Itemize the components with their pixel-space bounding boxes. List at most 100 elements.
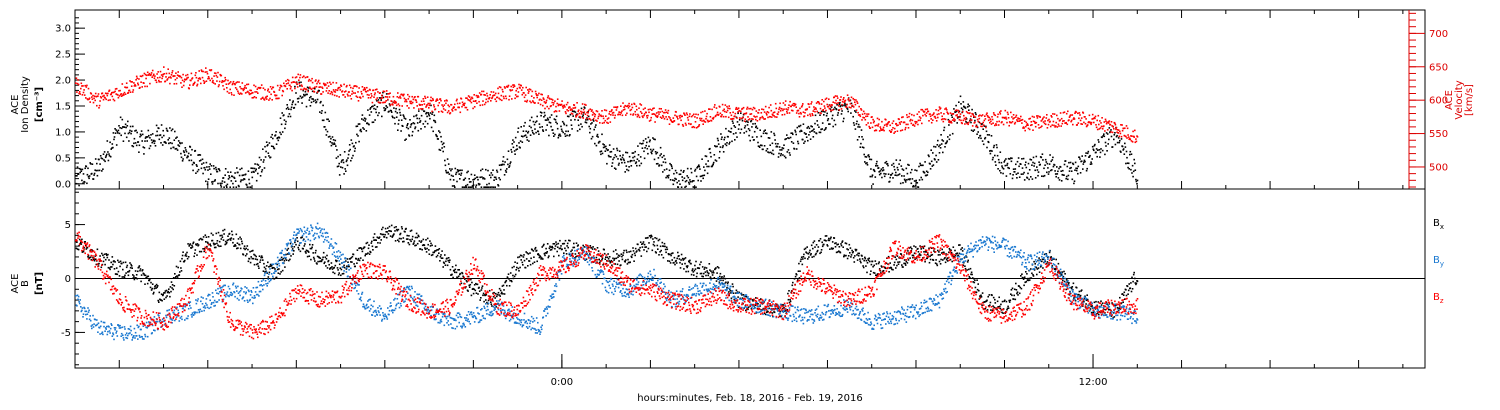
bx-point bbox=[472, 292, 475, 295]
ion-density-point bbox=[720, 138, 723, 140]
ion-density-point bbox=[281, 131, 284, 133]
velocity-point bbox=[228, 82, 231, 84]
velocity-point bbox=[413, 107, 415, 109]
velocity-point bbox=[803, 115, 806, 117]
ion-density-point bbox=[630, 165, 633, 167]
velocity-point bbox=[908, 115, 910, 118]
ion-density-point bbox=[430, 104, 432, 107]
ion-density-point bbox=[943, 126, 946, 129]
bx-point bbox=[130, 263, 132, 266]
bx-point bbox=[444, 264, 447, 266]
velocity-point bbox=[758, 118, 761, 121]
velocity-point bbox=[1016, 120, 1019, 123]
velocity-point bbox=[984, 118, 987, 120]
ion-density-point bbox=[599, 140, 601, 143]
bx-point bbox=[111, 266, 113, 268]
velocity-point bbox=[340, 85, 343, 87]
velocity-point bbox=[843, 97, 845, 99]
bx-point bbox=[449, 259, 451, 261]
velocity-point bbox=[323, 83, 325, 86]
ion-density-point bbox=[911, 168, 913, 171]
ion-density-point bbox=[424, 126, 426, 128]
ion-density-point bbox=[1091, 145, 1094, 148]
velocity-point bbox=[455, 108, 457, 111]
bx-point bbox=[415, 232, 418, 235]
ion-density-point bbox=[280, 123, 283, 126]
bx-point bbox=[366, 253, 368, 255]
velocity-point bbox=[155, 81, 158, 84]
ion-density-point bbox=[108, 153, 110, 155]
velocity-point bbox=[251, 97, 254, 99]
ion-density-point bbox=[700, 175, 703, 177]
velocity-point bbox=[226, 87, 228, 89]
bx-point bbox=[139, 269, 141, 272]
velocity-point bbox=[170, 74, 173, 76]
ion-density-point bbox=[941, 139, 943, 141]
velocity-point bbox=[600, 114, 602, 117]
ion-density-point bbox=[82, 182, 84, 184]
bx-point bbox=[78, 238, 81, 241]
ion-density-point bbox=[1131, 164, 1134, 167]
velocity-point bbox=[475, 94, 478, 97]
ion-density-point bbox=[854, 128, 857, 130]
ion-density-point bbox=[434, 120, 436, 122]
ion-density-point bbox=[995, 144, 998, 146]
bx-point bbox=[135, 277, 137, 279]
ion-density-point bbox=[866, 164, 869, 166]
ion-density-point bbox=[900, 165, 903, 167]
velocity-point bbox=[1103, 125, 1105, 127]
ion-density-point bbox=[739, 132, 742, 134]
bx-point bbox=[326, 254, 328, 257]
ion-density-point bbox=[343, 151, 346, 153]
ion-density-point bbox=[566, 115, 569, 118]
ion-density-point bbox=[348, 150, 350, 152]
velocity-point bbox=[99, 100, 101, 102]
velocity-point bbox=[815, 102, 818, 104]
ion-density-point bbox=[340, 161, 343, 163]
bx-point bbox=[368, 253, 371, 255]
velocity-point bbox=[536, 96, 538, 99]
ion-density-point bbox=[283, 114, 285, 116]
bx-point bbox=[528, 260, 531, 262]
velocity-point bbox=[410, 100, 412, 103]
bx-point bbox=[239, 247, 242, 250]
velocity-point bbox=[683, 112, 685, 114]
velocity-point bbox=[607, 117, 610, 119]
bx-point bbox=[324, 256, 327, 258]
ion-density-point bbox=[440, 140, 443, 143]
ion-density-point bbox=[368, 123, 370, 126]
bx-point bbox=[496, 295, 498, 298]
ion-density-point bbox=[898, 163, 900, 165]
bx-point bbox=[115, 273, 117, 275]
velocity-point bbox=[133, 82, 135, 84]
velocity-point bbox=[435, 99, 438, 101]
ion-density-point bbox=[748, 134, 750, 137]
ion-density-point bbox=[777, 143, 779, 145]
bx-point bbox=[505, 279, 508, 282]
bx-point bbox=[333, 272, 336, 275]
ion-density-point bbox=[800, 130, 803, 132]
velocity-point bbox=[589, 108, 592, 110]
velocity-point bbox=[150, 73, 152, 76]
bx-point bbox=[322, 251, 325, 254]
bx-point bbox=[84, 241, 86, 243]
ion-density-point bbox=[826, 119, 829, 122]
bx-point bbox=[503, 293, 506, 295]
bx-point bbox=[169, 295, 171, 298]
ion-density-point bbox=[1027, 162, 1030, 165]
velocity-point bbox=[700, 117, 703, 120]
bx-point bbox=[417, 234, 420, 237]
ion-density-point bbox=[761, 144, 763, 147]
bx-point bbox=[468, 286, 471, 288]
ion-density-point bbox=[888, 180, 891, 183]
velocity-point bbox=[1083, 121, 1085, 124]
velocity-point bbox=[533, 97, 535, 99]
ion-density-point bbox=[727, 130, 730, 132]
velocity-point bbox=[818, 101, 820, 104]
velocity-point bbox=[1026, 124, 1028, 126]
bx-point bbox=[188, 245, 190, 247]
velocity-point bbox=[121, 83, 124, 85]
velocity-point bbox=[936, 113, 939, 116]
bx-point bbox=[140, 274, 143, 276]
velocity-point bbox=[1122, 127, 1125, 130]
